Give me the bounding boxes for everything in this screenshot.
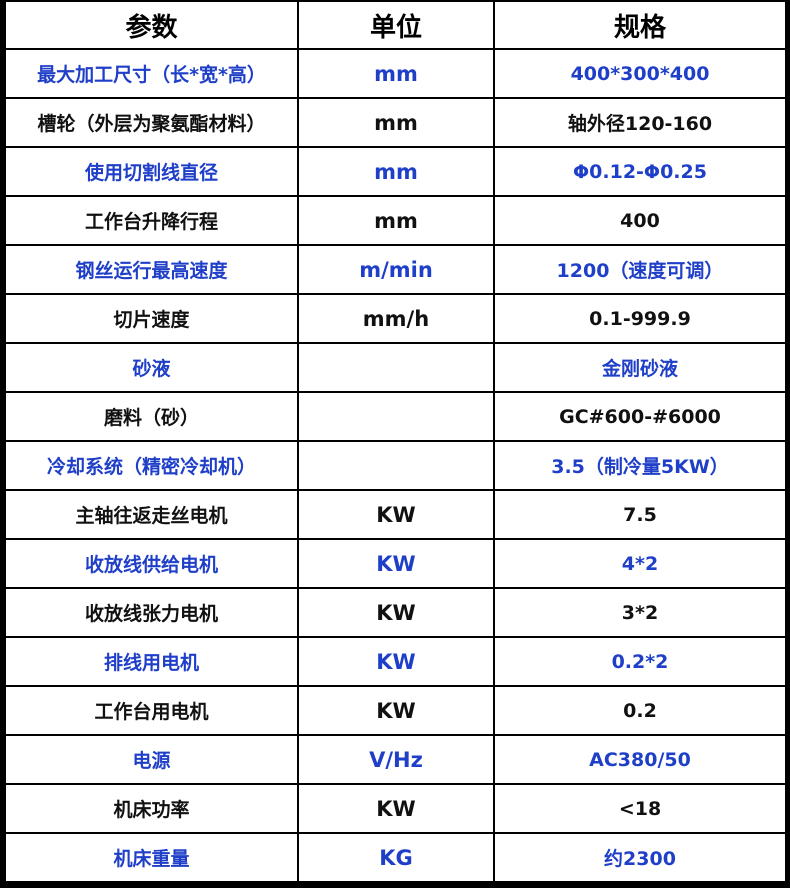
parameter-cell: 砂液 (4, 342, 299, 393)
unit-cell: mm (297, 146, 495, 197)
header-cell: 参数 (4, 0, 299, 50)
table-row: 冷却系统（精密冷却机） 3.5（制冷量5KW） (4, 440, 787, 491)
parameter-cell: 最大加工尺寸（长*宽*高） (4, 48, 299, 99)
unit-cell (297, 440, 495, 491)
spec-cell: 0.2*2 (493, 636, 787, 687)
table-row: 排线用电机 KW 0.2*2 (4, 636, 787, 687)
table-row: 砂液 金刚砂液 (4, 342, 787, 393)
table-row: 工作台升降行程 mm 400 (4, 195, 787, 246)
table-row: 工作台用电机 KW 0.2 (4, 685, 787, 736)
table-row: 钢丝运行最高速度 m/min 1200（速度可调） (4, 244, 787, 295)
table-row: 槽轮（外层为聚氨酯材料） mm 轴外径120-160 (4, 97, 787, 148)
spec-cell: 0.2 (493, 685, 787, 736)
spec-cell: 轴外径120-160 (493, 97, 787, 148)
parameter-cell: 钢丝运行最高速度 (4, 244, 299, 295)
unit-cell: V/Hz (297, 734, 495, 785)
table-row: 磨料（砂） GC#600-#6000 (4, 391, 787, 442)
spec-cell: <18 (493, 783, 787, 834)
spec-cell: 约2300 (493, 832, 787, 883)
unit-cell: KW (297, 685, 495, 736)
unit-cell: mm/h (297, 293, 495, 344)
parameter-cell: 使用切割线直径 (4, 146, 299, 197)
parameter-cell: 槽轮（外层为聚氨酯材料） (4, 97, 299, 148)
unit-cell: mm (297, 48, 495, 99)
unit-cell (297, 342, 495, 393)
unit-cell: KW (297, 587, 495, 638)
table-row: 切片速度 mm/h 0.1-999.9 (4, 293, 787, 344)
spec-cell: 1200（速度可调） (493, 244, 787, 295)
unit-cell: m/min (297, 244, 495, 295)
parameter-cell: 收放线张力电机 (4, 587, 299, 638)
table-row: 收放线张力电机 KW 3*2 (4, 587, 787, 638)
spec-cell: 4*2 (493, 538, 787, 589)
spec-cell: 400*300*400 (493, 48, 787, 99)
parameter-cell: 主轴往返走丝电机 (4, 489, 299, 540)
spec-cell: 3.5（制冷量5KW） (493, 440, 787, 491)
parameter-cell: 工作台升降行程 (4, 195, 299, 246)
spec-cell: 7.5 (493, 489, 787, 540)
table-row: 机床功率 KW <18 (4, 783, 787, 834)
table-row: 收放线供给电机 KW 4*2 (4, 538, 787, 589)
table-row: 电源 V/Hz AC380/50 (4, 734, 787, 785)
parameter-cell: 机床重量 (4, 832, 299, 883)
spec-table: 参数 单位 规格 最大加工尺寸（长*宽*高） mm 400*300*400 槽轮（外层为聚… (4, 0, 787, 883)
spec-cell: AC380/50 (493, 734, 787, 785)
table-row: 最大加工尺寸（长*宽*高） mm 400*300*400 (4, 48, 787, 99)
spec-cell: 金刚砂液 (493, 342, 787, 393)
parameter-cell: 收放线供给电机 (4, 538, 299, 589)
unit-cell: KW (297, 783, 495, 834)
spec-cell: Φ0.12-Φ0.25 (493, 146, 787, 197)
parameter-cell: 切片速度 (4, 293, 299, 344)
spec-cell: 0.1-999.9 (493, 293, 787, 344)
unit-cell (297, 391, 495, 442)
parameter-cell: 机床功率 (4, 783, 299, 834)
header-row: 参数 单位 规格 (4, 0, 787, 50)
parameter-cell: 工作台用电机 (4, 685, 299, 736)
parameter-cell: 磨料（砂） (4, 391, 299, 442)
spec-cell: GC#600-#6000 (493, 391, 787, 442)
parameter-cell: 排线用电机 (4, 636, 299, 687)
spec-cell: 3*2 (493, 587, 787, 638)
table-row: 主轴往返走丝电机 KW 7.5 (4, 489, 787, 540)
parameter-cell: 电源 (4, 734, 299, 785)
unit-cell: KW (297, 489, 495, 540)
unit-cell: KG (297, 832, 495, 883)
header-cell: 单位 (297, 0, 495, 50)
table-row: 机床重量 KG 约2300 (4, 832, 787, 883)
unit-cell: KW (297, 538, 495, 589)
parameter-cell: 冷却系统（精密冷却机） (4, 440, 299, 491)
header-cell: 规格 (493, 0, 787, 50)
unit-cell: KW (297, 636, 495, 687)
unit-cell: mm (297, 97, 495, 148)
spec-cell: 400 (493, 195, 787, 246)
table-row: 使用切割线直径 mm Φ0.12-Φ0.25 (4, 146, 787, 197)
unit-cell: mm (297, 195, 495, 246)
